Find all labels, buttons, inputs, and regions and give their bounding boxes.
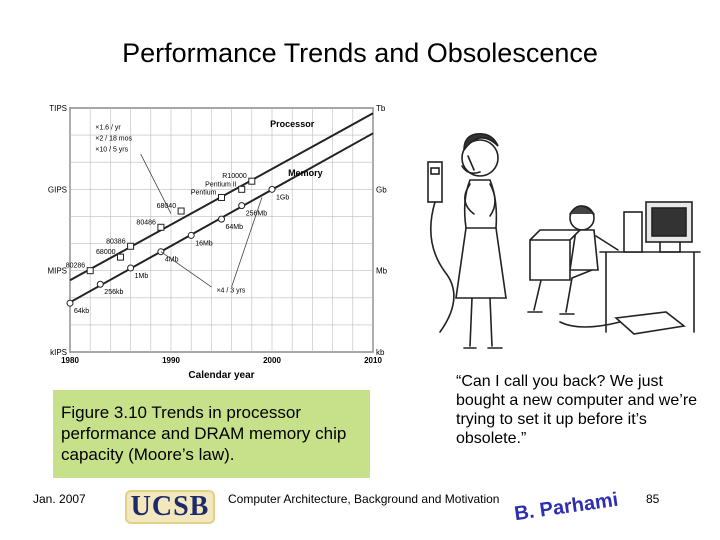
memory-point-label: 64kb [74, 308, 89, 315]
x-tick-label: 2000 [263, 356, 281, 365]
memory-point-label: 1Gb [276, 194, 289, 201]
y-left-tick-label: MIPS [47, 267, 67, 276]
processor-data-point [238, 185, 246, 193]
y-right-tick-label: Mb [376, 267, 388, 276]
figure-caption: Figure 3.10 Trends in processor performa… [53, 390, 370, 478]
memory-data-point [66, 299, 74, 307]
annotation-pointer [160, 251, 212, 288]
memory-data-point [268, 185, 276, 193]
processor-data-point [177, 207, 185, 215]
memory-point-label: 64Mb [226, 224, 244, 231]
ucsb-logo: UCSB [125, 490, 215, 524]
x-tick-label: 1990 [162, 356, 180, 365]
processor-point-label: R10000 [222, 173, 247, 180]
slide-title: Performance Trends and Obsolescence [122, 38, 598, 68]
memory-data-point [127, 264, 135, 272]
annotation-pointer [231, 197, 263, 288]
processor-point-label: 80386 [106, 238, 126, 245]
processor-data-point [117, 253, 124, 261]
performance-chart: 1980 1990 2000 2010 Calendar year kIPS MIPS GIP… [47, 104, 388, 381]
processor-data-point [248, 177, 256, 185]
x-axis-label: Calendar year [188, 370, 254, 381]
author-signature-logo: B. Parhami [513, 487, 620, 525]
processor-series-label: Processor [270, 119, 315, 129]
trend-annotation: ×2 / 18 mos [95, 136, 132, 143]
y-right-tick-label: kb [376, 348, 385, 357]
memory-data-point [218, 215, 225, 223]
processor-point-label: 80486 [136, 219, 156, 226]
processor-point-label: Pentium [191, 189, 217, 196]
processor-point-label: 80286 [66, 263, 86, 270]
footer-date: Jan. 2007 [33, 492, 86, 506]
memory-data-point [238, 202, 246, 210]
page-number: 85 [646, 492, 660, 506]
memory-series-label: Memory [288, 168, 323, 178]
processor-data-point [127, 242, 135, 250]
y-left-tick-label: kIPS [50, 348, 67, 357]
y-right-tick-label: Gb [376, 185, 387, 194]
processor-data-point [218, 193, 225, 201]
cartoon-illustration [427, 132, 701, 349]
y-right-tick-label: Tb [376, 104, 386, 113]
trend-annotation: ×1.6 / yr [95, 125, 121, 132]
processor-point-label: 68000 [96, 249, 116, 256]
trend-annotation: ×10 / 5 yrs [95, 146, 128, 153]
processor-data-point [86, 267, 94, 275]
memory-point-label: 256kb [104, 289, 123, 296]
processor-data-point [157, 223, 165, 231]
x-tick-label: 2010 [364, 356, 382, 365]
cartoon-quote: “Can I call you back? We just bought a n… [456, 373, 698, 447]
memory-point-label: 1Mb [135, 273, 149, 280]
y-left-tick-label: GIPS [48, 185, 67, 194]
x-tick-label: 1980 [61, 356, 79, 365]
annotation-pointer [140, 153, 172, 214]
memory-data-point [187, 231, 195, 239]
processor-point-label: Pentium II [205, 181, 237, 188]
trend-annotation: ×4 / 3 yrs [216, 287, 245, 294]
plot-frame [69, 107, 374, 353]
memory-data-point [96, 280, 104, 288]
processor-point-label: 68040 [157, 203, 177, 210]
memory-point-label: 4Mb [165, 257, 179, 264]
y-left-tick-label: TIPS [49, 104, 67, 113]
footer-course-title: Computer Architecture, Background and Mo… [228, 492, 500, 506]
memory-point-label: 16Mb [195, 240, 213, 247]
